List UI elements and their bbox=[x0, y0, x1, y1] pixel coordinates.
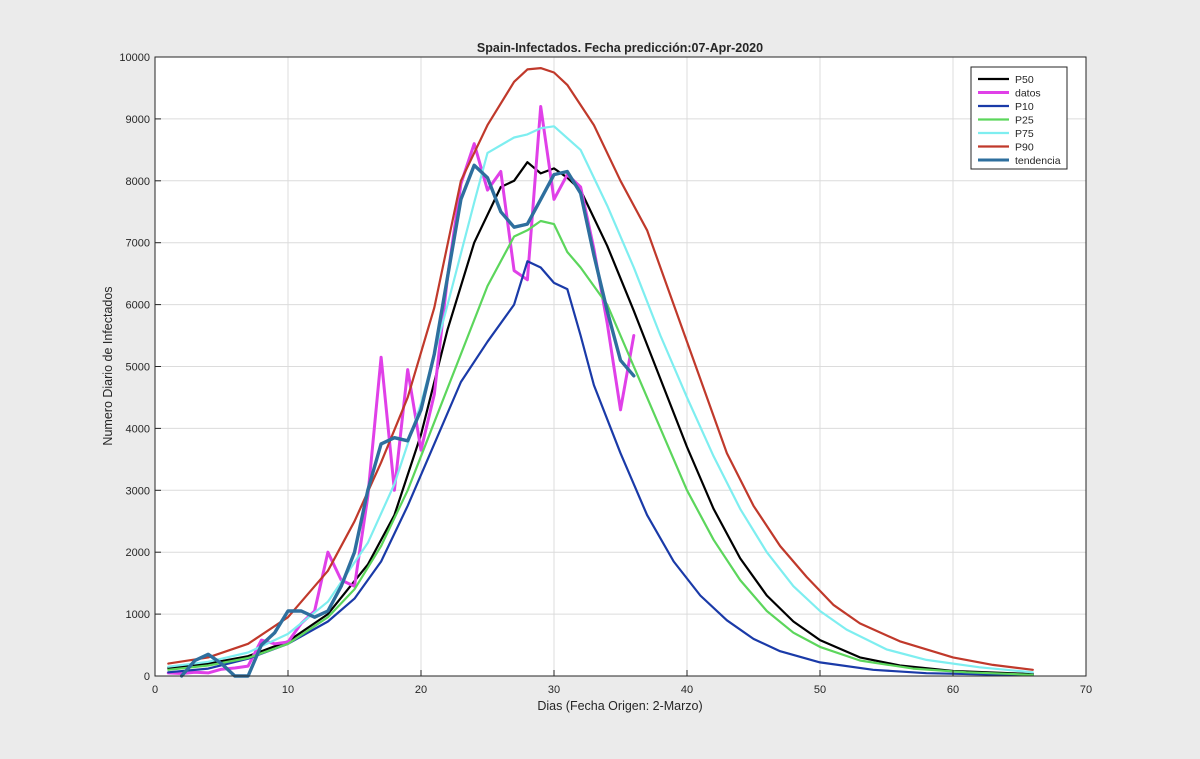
x-tick-label: 40 bbox=[681, 684, 693, 696]
series-line-tendencia bbox=[179, 163, 636, 678]
x-tick-label: 70 bbox=[1080, 684, 1092, 696]
chart-title: Spain-Infectados. Fecha predicción:07-Ap… bbox=[477, 41, 763, 55]
series-line-datos bbox=[166, 105, 636, 675]
y-tick-label: 10000 bbox=[119, 52, 150, 64]
legend-label-p10: P10 bbox=[1015, 101, 1034, 113]
series-layer bbox=[166, 67, 1034, 678]
y-tick-label: 0 bbox=[144, 671, 150, 683]
series-line-p90 bbox=[167, 67, 1034, 671]
series-line-p75 bbox=[167, 125, 1034, 674]
x-tick-label: 50 bbox=[814, 684, 826, 696]
y-tick-label: 9000 bbox=[126, 114, 150, 126]
y-tick-label: 1000 bbox=[126, 609, 150, 621]
series-line-p25 bbox=[167, 219, 1034, 676]
x-tick-label: 10 bbox=[282, 684, 294, 696]
series-line-p10 bbox=[167, 260, 1034, 677]
legend-box bbox=[970, 66, 1068, 170]
legend-label-p75: P75 bbox=[1015, 128, 1034, 140]
y-tick-label: 8000 bbox=[126, 176, 150, 188]
legend-label-p25: P25 bbox=[1015, 115, 1034, 127]
y-tick-label: 5000 bbox=[126, 362, 150, 374]
legend-label-p90: P90 bbox=[1015, 142, 1034, 154]
y-tick-label: 6000 bbox=[126, 300, 150, 312]
y-tick-label: 7000 bbox=[126, 238, 150, 250]
x-tick-label: 20 bbox=[415, 684, 427, 696]
y-tick-label: 3000 bbox=[126, 485, 150, 497]
legend-label-datos: datos bbox=[1015, 88, 1041, 100]
y-axis-label: Numero Diario de Infectados bbox=[101, 286, 115, 445]
x-tick-label: 30 bbox=[548, 684, 560, 696]
x-tick-label: 60 bbox=[947, 684, 959, 696]
y-tick-label: 2000 bbox=[126, 547, 150, 559]
legend-label-tendencia: tendencia bbox=[1015, 155, 1061, 167]
x-tick-label: 0 bbox=[152, 684, 158, 696]
legend-label-p50: P50 bbox=[1015, 74, 1034, 86]
y-tick-label: 4000 bbox=[126, 423, 150, 435]
x-axis-label: Dias (Fecha Origen: 2-Marzo) bbox=[537, 699, 702, 713]
axis-ticks: 0 10 20 30 40 50 60 70 0 1000 2000 3000 4000 5000 6000… bbox=[119, 52, 1092, 696]
